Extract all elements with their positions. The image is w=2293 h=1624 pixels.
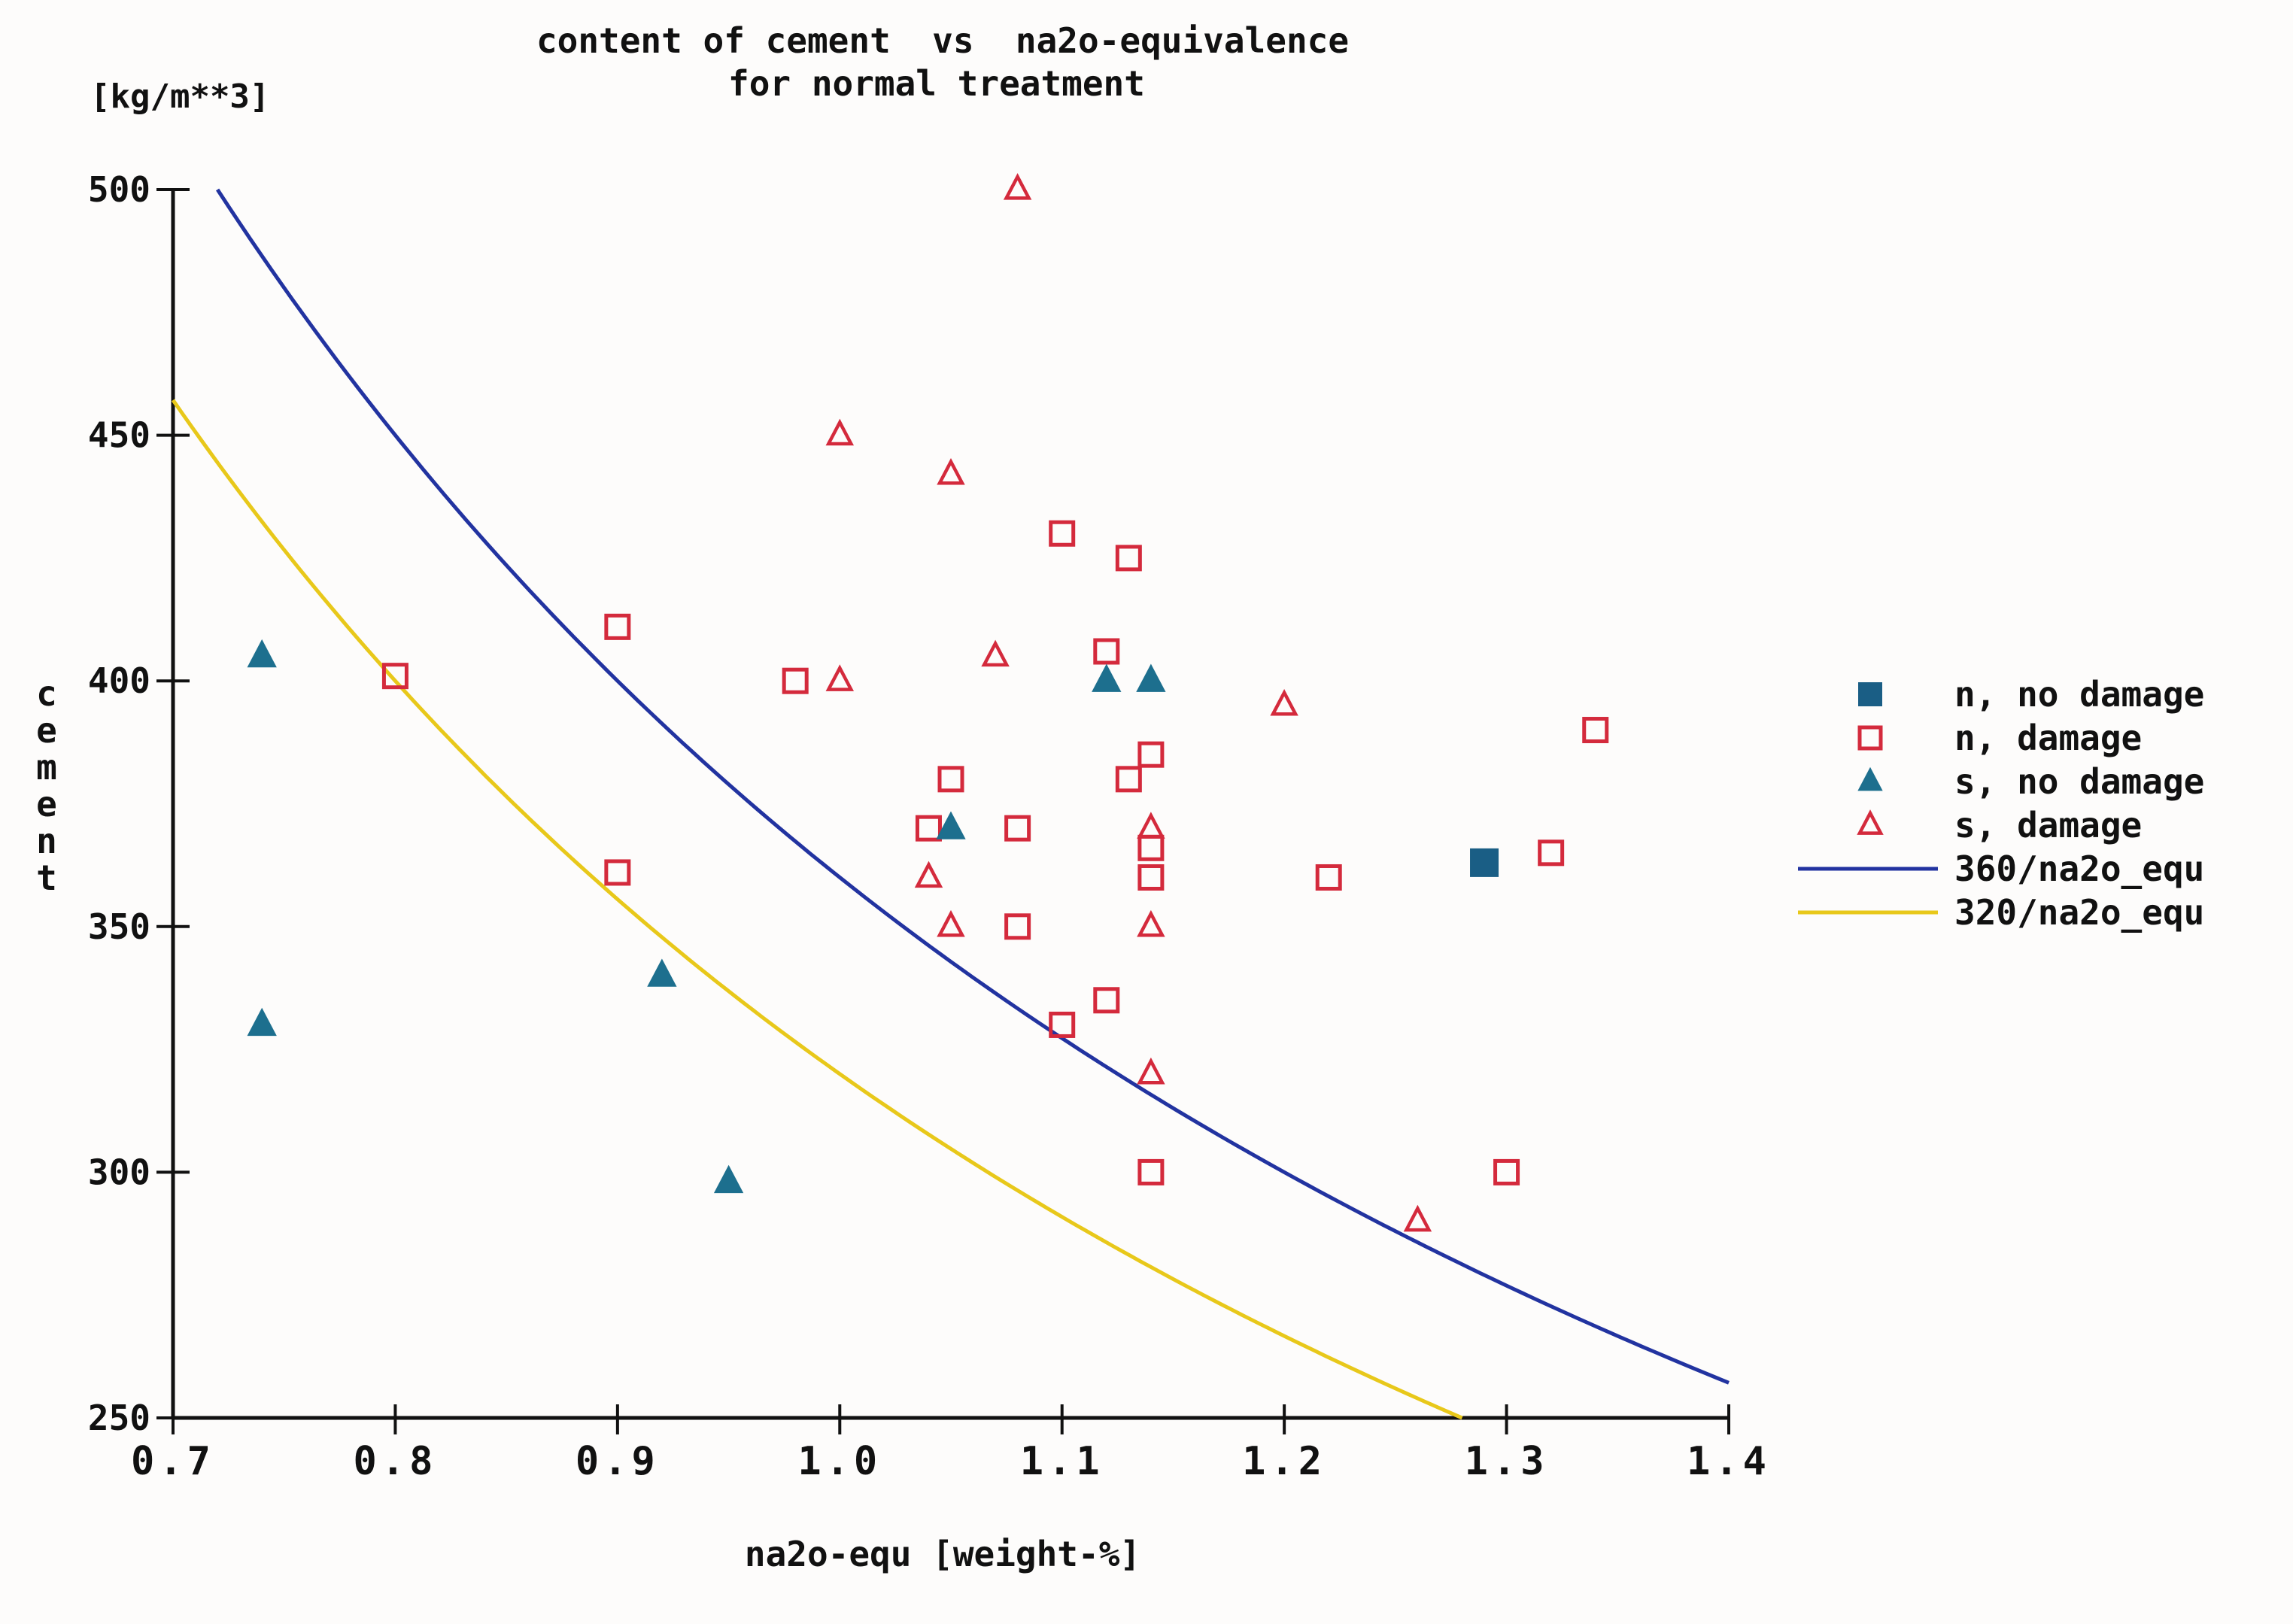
square-marker	[1093, 987, 1120, 1014]
triangle-marker	[825, 418, 855, 446]
triangle-marker	[914, 861, 943, 888]
data-points	[247, 173, 1609, 1232]
triangle-marker	[247, 1007, 277, 1037]
legend-label: n, damage	[1954, 718, 2142, 758]
triangle-marker	[937, 909, 965, 937]
legend-label: s, damage	[1954, 805, 2142, 845]
y-axis-label-char: e	[36, 710, 57, 751]
square-marker	[1093, 638, 1120, 665]
legend-label: n, no damage	[1954, 674, 2204, 715]
square-marker	[1049, 520, 1076, 547]
x-tick-label: 1.1	[1020, 1439, 1104, 1484]
legend-square-swatch	[1858, 682, 1882, 706]
square-marker	[604, 613, 631, 640]
curve-line	[216, 188, 1730, 1385]
x-tick-label: 1.2	[1242, 1439, 1326, 1484]
square-marker	[1137, 741, 1165, 768]
legend-square-swatch	[1857, 725, 1883, 751]
square-marker	[1137, 864, 1165, 891]
square-marker	[1004, 913, 1031, 940]
square-marker	[1470, 848, 1499, 877]
y-tick-label: 450	[88, 415, 150, 456]
legend-label: 320/na2o_equ	[1954, 892, 2204, 933]
y-axis-label-char: c	[36, 673, 57, 714]
x-axis-label: na2o-equ [weight-%]	[745, 1534, 1140, 1574]
triangle-marker	[647, 958, 677, 987]
square-marker	[1115, 766, 1142, 793]
triangle-marker	[936, 811, 966, 839]
legend-label: s, no damage	[1954, 761, 2204, 802]
square-marker	[1004, 815, 1031, 842]
triangle-marker	[1270, 688, 1298, 716]
square-marker	[1582, 717, 1609, 744]
chart-subtitle: for normal treatment	[728, 63, 1145, 104]
square-marker	[1315, 864, 1342, 891]
triangle-marker	[981, 639, 1010, 667]
square-marker	[1538, 839, 1565, 867]
triangle-marker	[825, 664, 855, 691]
curves	[171, 188, 1730, 1420]
square-marker	[1137, 834, 1165, 861]
x-tick-label: 1.3	[1465, 1439, 1549, 1484]
triangle-marker	[1092, 663, 1122, 692]
triangle-marker	[1137, 1057, 1165, 1085]
y-axis-label-char: e	[36, 784, 57, 824]
x-tick-label: 0.9	[576, 1439, 660, 1484]
triangle-marker	[713, 1164, 744, 1194]
square-marker	[1137, 1158, 1165, 1185]
y-axis-label-char: t	[36, 858, 57, 898]
y-tick-label: 400	[88, 660, 150, 701]
legend-triangle-swatch	[1857, 809, 1884, 835]
triangle-marker	[1403, 1204, 1432, 1232]
square-marker	[604, 859, 631, 886]
legend-triangle-swatch	[1857, 766, 1883, 791]
triangle-marker	[1003, 173, 1032, 200]
triangle-marker	[247, 639, 277, 668]
y-axis-label: cement	[36, 673, 57, 898]
square-marker	[782, 667, 809, 694]
y-tick-label: 350	[88, 906, 150, 947]
y-axis-unit: [kg/m**3]	[90, 77, 269, 116]
y-tick-label: 500	[88, 169, 150, 210]
triangle-marker	[1136, 663, 1166, 692]
curve-line	[171, 399, 1463, 1420]
x-tick-label: 1.4	[1687, 1439, 1771, 1484]
y-axis-label-char: n	[36, 821, 57, 861]
square-marker	[937, 766, 964, 793]
y-tick-label: 300	[88, 1152, 150, 1192]
chart-title: content of cement vs na2o-equivalence	[536, 20, 1349, 61]
y-tick-label: 250	[88, 1398, 150, 1438]
legend-label: 360/na2o_equ	[1954, 848, 2204, 889]
x-tick-label: 1.0	[797, 1439, 882, 1484]
square-marker	[1115, 545, 1142, 572]
x-tick-label: 0.8	[353, 1439, 437, 1484]
triangle-marker	[1137, 909, 1165, 937]
square-marker	[1493, 1158, 1520, 1185]
triangle-marker	[937, 457, 965, 485]
x-tick-label: 0.7	[131, 1439, 215, 1484]
square-marker	[381, 663, 408, 690]
square-marker	[915, 815, 942, 842]
square-marker	[1049, 1011, 1076, 1038]
axes: 250 300 350 400 450 500 0.7 0.8 0.9 1.0 1.1 1.2 1.3 1…	[88, 169, 1771, 1484]
y-axis-label-char: m	[36, 747, 57, 788]
triangle-marker	[1137, 812, 1165, 839]
